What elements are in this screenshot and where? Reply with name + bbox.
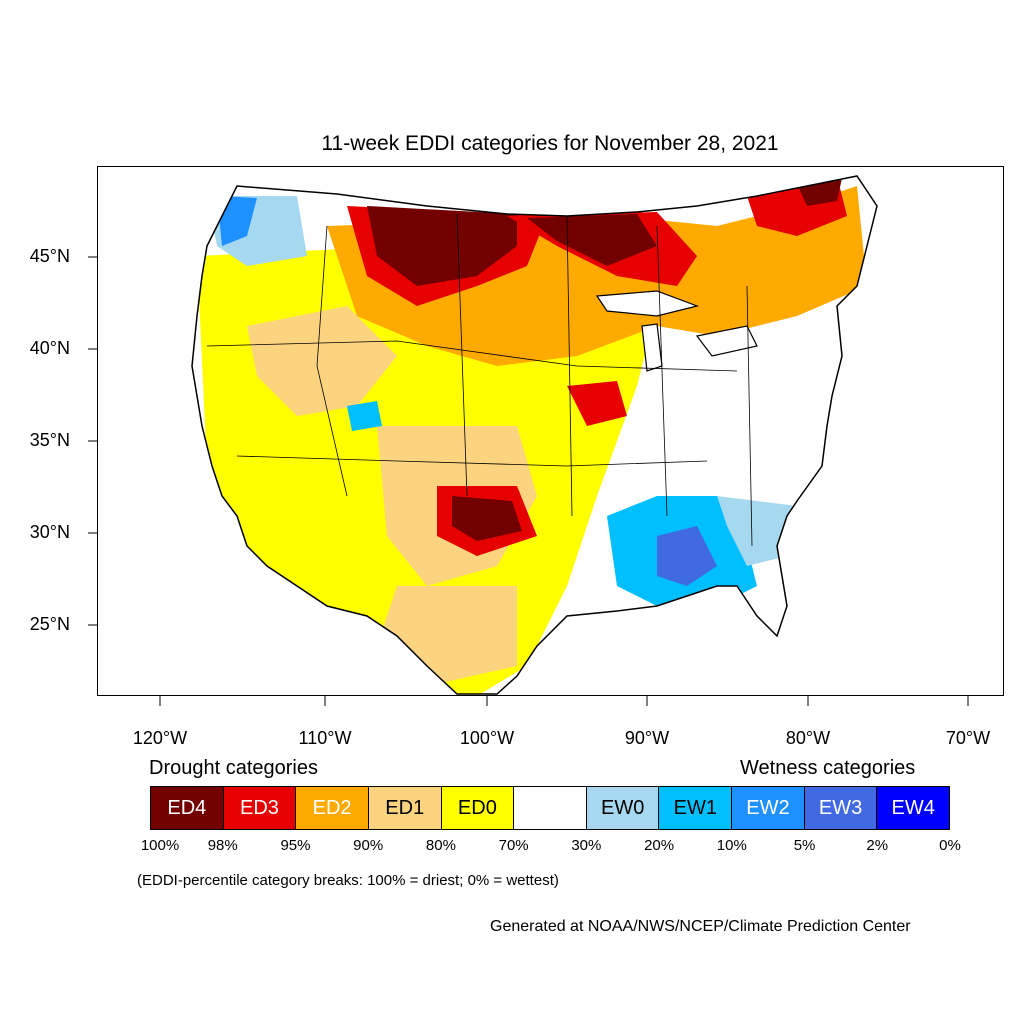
legend-cell-ed2: ED2: [296, 787, 369, 829]
legend-break-label: 95%: [280, 837, 311, 854]
legend-break-label: 100%: [140, 837, 180, 854]
map-title: 11-week EDDI categories for November 28,…: [321, 132, 779, 155]
legend-cell-ew4: EW4: [877, 787, 950, 829]
legend-break-label: 0%: [939, 837, 961, 854]
legend-break-label: 98%: [207, 837, 238, 854]
legend-cell-ew1: EW1: [659, 787, 733, 829]
map-frame: [97, 166, 1004, 696]
legend-cell-ed4: ED4: [151, 787, 224, 829]
legend-cell-ed3: ED3: [223, 787, 297, 829]
lon-label-100: 100°W: [459, 728, 515, 748]
lat-label-40: 40°N: [29, 338, 70, 358]
us-coastline: [191, 175, 878, 695]
lat-label-30: 30°N: [29, 522, 70, 542]
legend-break-label: 2%: [866, 837, 889, 854]
lon-label-120: 120°W: [132, 728, 188, 748]
lon-label-110: 110°W: [298, 728, 352, 748]
credit-line: Generated at NOAA/NWS/NCEP/Climate Predi…: [490, 918, 911, 935]
legend-cell-ew2: EW2: [732, 787, 805, 829]
legend-break-label: 20%: [644, 837, 675, 854]
drought-heading: Drought categories: [149, 757, 318, 779]
lat-label-25: 25°N: [29, 614, 70, 634]
legend-cell-ew0: EW0: [586, 787, 660, 829]
lon-label-80: 80°W: [785, 728, 831, 748]
lon-label-90: 90°W: [624, 728, 670, 748]
legend-cell-neutral: [514, 787, 587, 829]
category-note: (EDDI-percentile category breaks: 100% =…: [137, 872, 559, 889]
x-tick-marks: [159, 696, 969, 706]
legend-break-label: 5%: [793, 837, 816, 854]
legend-cell-ew3: EW3: [804, 787, 878, 829]
legend-break-label: 90%: [353, 837, 384, 854]
legend-break-label: 70%: [498, 837, 529, 854]
lat-label-35: 35°N: [29, 430, 70, 450]
state-boundaries: [206, 213, 753, 547]
lat-label-45: 45°N: [29, 246, 70, 266]
legend-cell-ed0: ED0: [441, 787, 515, 829]
lon-label-70: 70°W: [945, 728, 991, 748]
legend-cell-ed1: ED1: [368, 787, 442, 829]
legend-bar: ED4 ED3 ED2 ED1 ED0 EW0 EW1 EW2 EW3 EW4: [150, 786, 950, 830]
wetness-heading: Wetness categories: [740, 757, 916, 779]
legend-break-label: 10%: [716, 837, 747, 854]
legend-break-label: 80%: [425, 837, 456, 854]
map-border: [97, 166, 1004, 696]
legend-break-label: 30%: [571, 837, 602, 854]
y-tick-marks: [88, 256, 98, 626]
